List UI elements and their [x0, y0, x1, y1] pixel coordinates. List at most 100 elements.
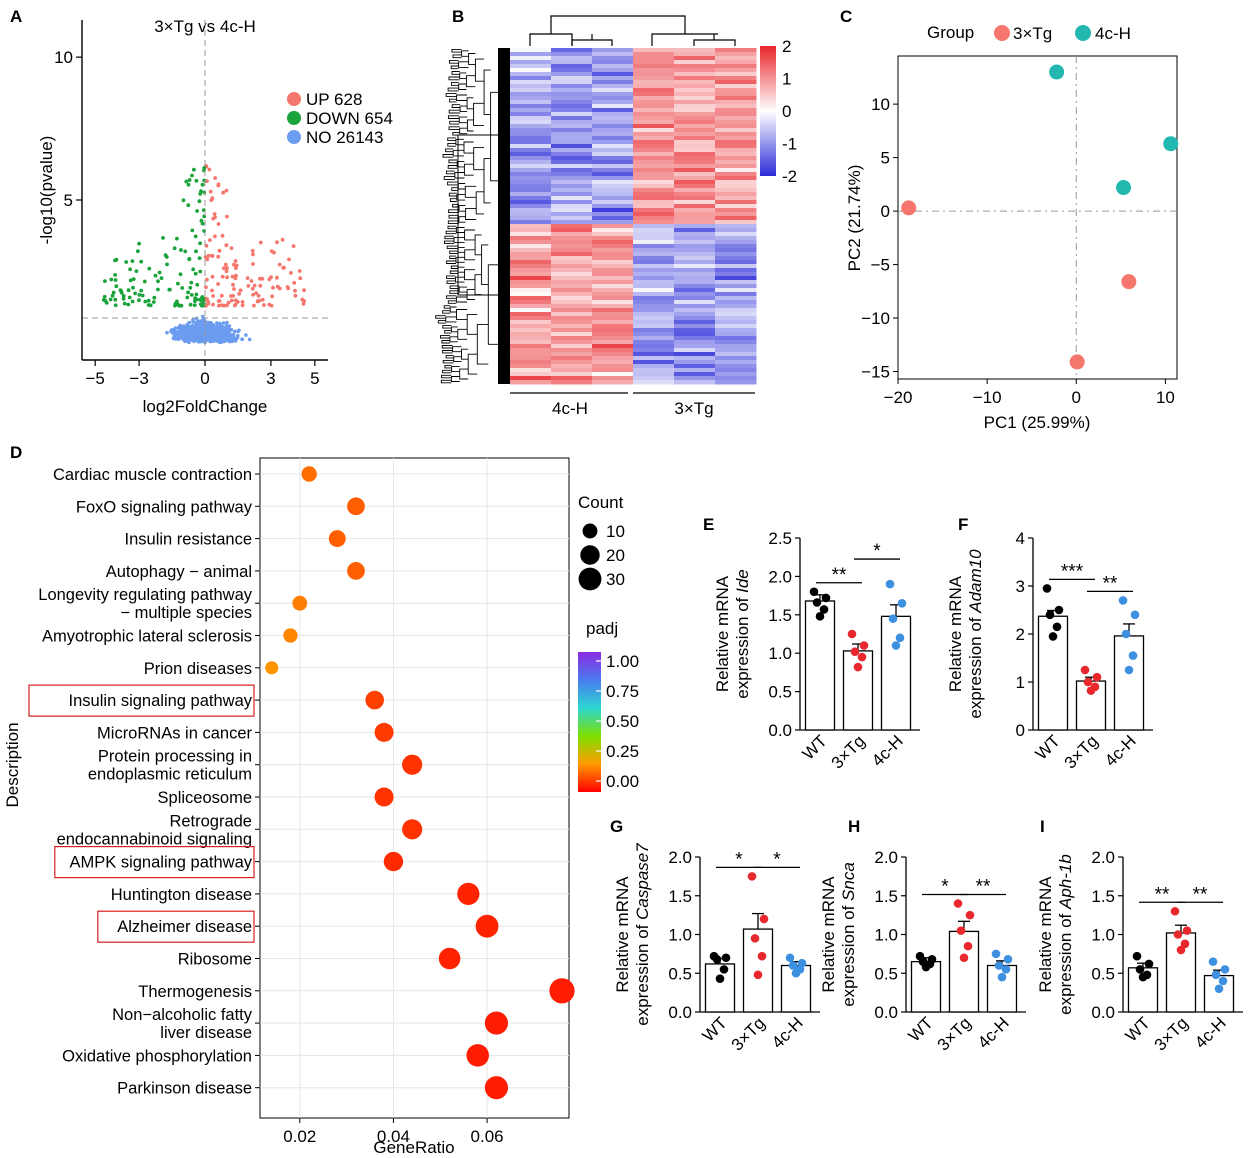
heatmap-cell	[551, 372, 593, 377]
volcano-point-down	[130, 299, 135, 304]
volcano-point-no	[176, 334, 180, 339]
heatmap-cell	[592, 156, 634, 161]
panel-letter-b: B	[452, 7, 464, 26]
heatmap-cell	[674, 48, 716, 53]
volcano-point-down	[157, 270, 162, 275]
volcano-point-up	[250, 286, 255, 291]
bar-y-tick-label: 2.0	[668, 848, 692, 867]
heatmap-cell	[674, 104, 716, 109]
heatmap-cell	[674, 264, 716, 269]
heatmap-cell	[715, 176, 757, 181]
kegg-dot	[292, 595, 308, 611]
heatmap-cell	[715, 60, 757, 65]
heatmap-cell	[551, 104, 593, 109]
heatmap-dendrogram-branch	[450, 326, 458, 333]
bar-data-point	[759, 914, 769, 924]
heatmap-cell	[633, 360, 675, 365]
heatmap-cell	[633, 200, 675, 205]
volcano-point-down	[200, 221, 205, 226]
heatmap-dendrogram-branch	[442, 310, 451, 314]
heatmap-cell	[633, 180, 675, 185]
heatmap-cell	[592, 116, 634, 121]
volcano-point-down	[194, 178, 199, 183]
bar-data-point	[1080, 665, 1090, 675]
heatmap-cell	[592, 80, 634, 85]
bar-category-label: WT	[699, 1013, 731, 1045]
bar-y-tick-label: 1.5	[768, 606, 792, 625]
bar-data-point	[1092, 672, 1102, 682]
bar-y-label: Relative mRNAexpression of Snca	[819, 862, 858, 1007]
volcano-point-down	[202, 178, 207, 183]
heatmap-cell	[715, 276, 757, 281]
heatmap-cell	[592, 344, 634, 349]
heatmap-cell	[551, 360, 593, 365]
heatmap-cell	[592, 48, 634, 53]
volcano-point-no	[198, 336, 203, 341]
volcano-point-up	[287, 257, 291, 262]
volcano-point-up	[267, 277, 272, 282]
bar-y-tick-label: 0.5	[1091, 964, 1115, 983]
heatmap-dendrogram-branch	[448, 192, 457, 197]
kegg-dot	[265, 661, 279, 675]
heatmap-cell	[510, 92, 552, 97]
bar-data-point	[953, 899, 963, 908]
kegg-padj-label: 0.75	[606, 682, 639, 701]
heatmap-row-ticks	[498, 48, 510, 384]
panel-letter-h: H	[848, 817, 860, 836]
heatmap-cell	[551, 280, 593, 285]
heatmap-cell	[715, 164, 757, 169]
bar-data-point	[791, 968, 801, 978]
heatmap-cell	[674, 88, 716, 93]
heatmap-cell	[633, 228, 675, 233]
volcano-point-up	[302, 299, 306, 303]
heatmap-dendrogram-branch	[447, 181, 459, 186]
heatmap-cell	[551, 164, 593, 169]
heatmap-cell	[633, 120, 675, 125]
bar-data-point	[1180, 939, 1190, 949]
bar-data-point	[857, 652, 867, 662]
volcano-point-up	[275, 240, 279, 245]
panel-letter-d: D	[10, 443, 22, 462]
heatmap-cell	[715, 260, 757, 265]
heatmap-cell	[551, 116, 593, 121]
heatmap-cell	[592, 376, 634, 381]
heatmap-cell	[551, 296, 593, 301]
heatmap-dendrogram-branch	[451, 366, 460, 373]
kegg-term-label: Insulin signaling pathway	[69, 692, 253, 710]
heatmap-cell	[510, 312, 552, 317]
heatmap-cell	[633, 60, 675, 65]
heatmap-dendrogram-branch	[450, 376, 460, 382]
volcano-point-no	[233, 329, 237, 334]
heatmap-dendrogram-branch	[458, 83, 467, 90]
heatmap-scale-label: -1	[782, 135, 797, 154]
heatmap-cell	[715, 172, 757, 177]
heatmap-cell	[510, 336, 552, 341]
volcano-point-up	[217, 248, 222, 253]
heatmap-scale-label: 2	[782, 37, 791, 56]
bar-y-tick-label: 0.5	[768, 683, 792, 702]
bar-data-point	[815, 612, 825, 621]
heatmap-scale-label: -2	[782, 167, 797, 186]
bar-significance-label: *	[873, 541, 881, 562]
heatmap-dendrogram-branch	[447, 87, 459, 92]
bar-data-point	[757, 951, 767, 961]
heatmap-cell	[633, 316, 675, 321]
heatmap-cell	[633, 280, 675, 285]
heatmap-cell	[633, 320, 675, 325]
bar-data-point	[1045, 610, 1055, 620]
heatmap-cell	[715, 160, 757, 165]
bar-category-label: 3×Tg	[828, 731, 869, 772]
heatmap-cell	[592, 144, 634, 149]
heatmap-dendrogram-branch	[442, 325, 452, 329]
volcano-point-down	[183, 249, 188, 254]
heatmap-cell	[592, 108, 634, 113]
heatmap-cell	[592, 300, 634, 305]
heatmap-cell	[715, 192, 757, 197]
heatmap-cell	[674, 360, 716, 365]
heatmap-cell	[674, 320, 716, 325]
heatmap-cell	[592, 188, 634, 193]
heatmap-cell	[592, 152, 634, 157]
bar-y-tick-label: 1.0	[1091, 926, 1115, 945]
heatmap-dendrogram-branch	[483, 69, 491, 115]
heatmap-dendrogram-branch	[451, 187, 459, 191]
